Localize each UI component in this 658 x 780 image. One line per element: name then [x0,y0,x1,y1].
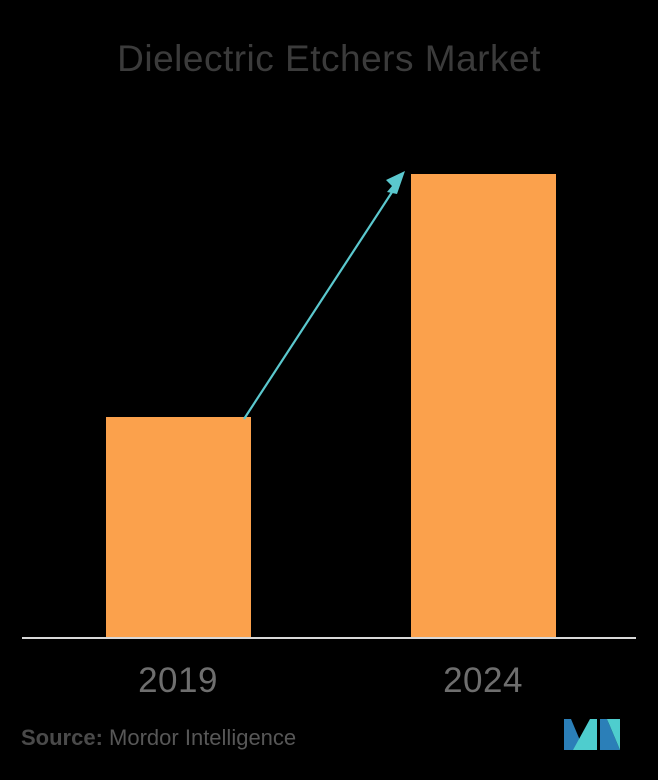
mordor-intelligence-logo-icon [564,719,620,750]
x-tick-label-2019: 2019 [138,661,218,700]
bar-2024 [411,174,556,638]
source-value: Mordor Intelligence [109,725,297,750]
source-label: Source: [21,725,103,750]
x-tick-label-2024: 2024 [443,661,523,700]
chart-footer: Source: Mordor Intelligence [0,719,658,780]
growth-arrow-icon [243,171,405,420]
source-credit: Source: Mordor Intelligence [21,725,296,751]
page-title: Dielectric Etchers Market [117,38,541,79]
bar-2019 [106,417,251,638]
x-axis-line [22,637,636,639]
plot-area [22,171,636,639]
